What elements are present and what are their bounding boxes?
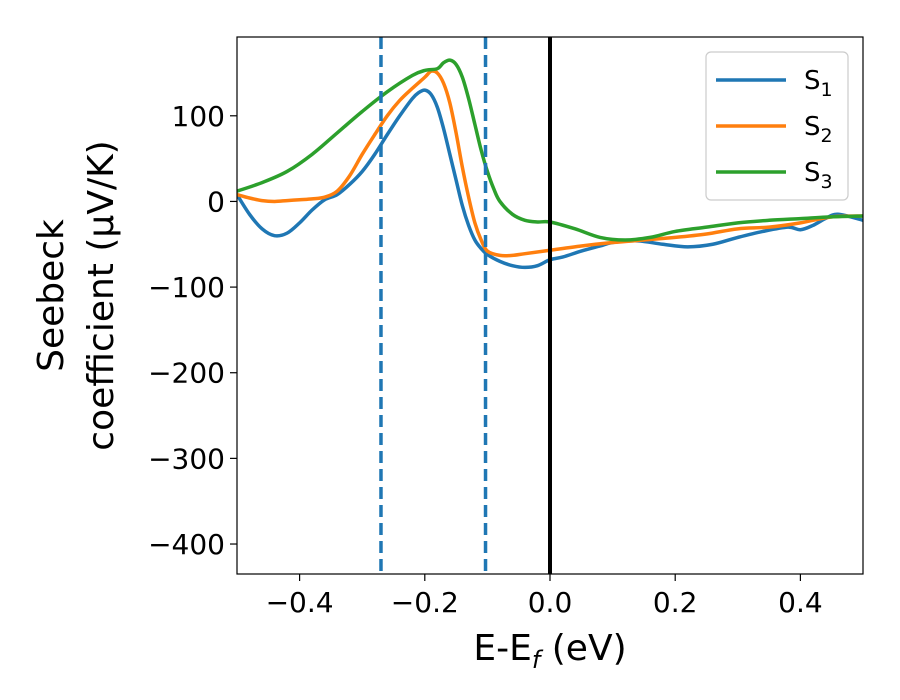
x-axis-label-suffix: (eV) bbox=[540, 628, 626, 669]
series-line-s1 bbox=[237, 88, 863, 270]
y-tick-label: −400 bbox=[148, 528, 225, 561]
y-tick-label: 0 bbox=[207, 185, 225, 218]
y-tick-label: −300 bbox=[148, 442, 225, 475]
x-tick-label: 0.4 bbox=[778, 586, 823, 619]
legend-label: S2 bbox=[804, 112, 833, 147]
y-axis-label-line2: coefficient (μV/K) bbox=[81, 140, 122, 450]
y-tick-label: 100 bbox=[172, 100, 225, 133]
x-tick-label: −0.4 bbox=[266, 586, 334, 619]
legend-label: S3 bbox=[804, 158, 833, 193]
y-tick-label: −200 bbox=[148, 357, 225, 390]
y-axis-label-line1: Seebeck bbox=[31, 219, 72, 372]
series-line-s2 bbox=[237, 69, 863, 258]
x-axis-label-main: E-E bbox=[473, 628, 531, 669]
x-tick-label: 0.2 bbox=[653, 586, 698, 619]
y-tick-label: −100 bbox=[148, 271, 225, 304]
legend: S1 S2 S3 bbox=[705, 51, 849, 201]
x-tick-label: 0.0 bbox=[528, 586, 573, 619]
legend-label: S1 bbox=[804, 66, 833, 101]
x-axis-label: E-Ef (eV) bbox=[473, 628, 626, 674]
x-tick-label: −0.2 bbox=[391, 586, 459, 619]
